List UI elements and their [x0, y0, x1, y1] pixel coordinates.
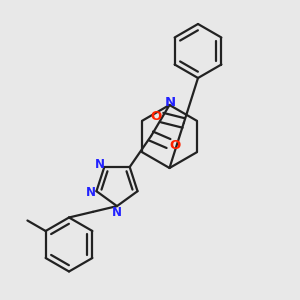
- Text: N: N: [86, 186, 96, 199]
- Text: N: N: [165, 96, 176, 109]
- Text: O: O: [169, 139, 181, 152]
- Text: N: N: [95, 158, 105, 170]
- Text: N: N: [112, 206, 122, 219]
- Text: O: O: [150, 110, 161, 123]
